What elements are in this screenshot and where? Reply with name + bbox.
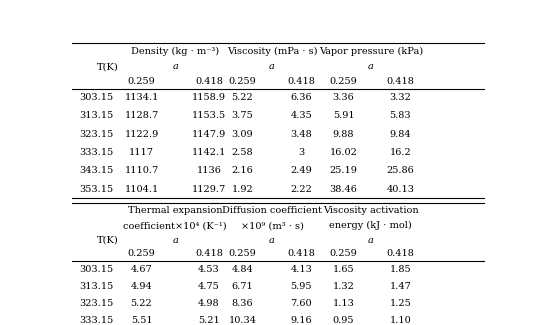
Text: Viscosity activation: Viscosity activation [323,206,419,215]
Text: 4.53: 4.53 [198,265,220,274]
Text: 1.92: 1.92 [232,185,254,193]
Text: 4.98: 4.98 [198,299,220,308]
Text: 4.84: 4.84 [232,265,254,274]
Text: 0.418: 0.418 [287,249,315,258]
Text: 2.49: 2.49 [291,166,312,175]
Text: 5.95: 5.95 [291,282,312,291]
Text: ×10⁹ (m³ · s): ×10⁹ (m³ · s) [241,221,304,230]
Text: 0.259: 0.259 [330,77,357,86]
Text: 6.71: 6.71 [232,282,254,291]
Text: 4.67: 4.67 [131,265,153,274]
Text: energy (kJ · mol): energy (kJ · mol) [330,221,412,230]
Text: 1.32: 1.32 [332,282,355,291]
Text: 5.91: 5.91 [333,111,355,121]
Text: 3.75: 3.75 [232,111,254,121]
Text: 8.36: 8.36 [232,299,254,308]
Text: a: a [368,236,374,245]
Text: 9.88: 9.88 [333,130,354,139]
Text: 5.21: 5.21 [198,316,220,325]
Text: 0.418: 0.418 [387,249,414,258]
Text: 0.259: 0.259 [330,249,357,258]
Text: 2.58: 2.58 [232,148,254,157]
Text: a: a [172,62,178,71]
Text: 6.36: 6.36 [291,93,312,102]
Text: a: a [269,236,275,245]
Text: 3: 3 [298,148,305,157]
Text: 25.86: 25.86 [387,166,414,175]
Text: Vapor pressure (kPa): Vapor pressure (kPa) [319,46,423,56]
Text: 1153.5: 1153.5 [192,111,226,121]
Text: 0.259: 0.259 [128,77,155,86]
Text: 0.259: 0.259 [229,249,256,258]
Text: 16.02: 16.02 [330,148,357,157]
Text: 7.60: 7.60 [291,299,312,308]
Text: 9.84: 9.84 [389,130,411,139]
Text: 3.36: 3.36 [333,93,355,102]
Text: 1158.9: 1158.9 [192,93,226,102]
Text: 313.15: 313.15 [79,111,113,121]
Text: Viscosity (mPa · s): Viscosity (mPa · s) [227,46,317,56]
Text: 3.48: 3.48 [291,130,312,139]
Text: 303.15: 303.15 [79,265,113,274]
Text: 25.19: 25.19 [330,166,357,175]
Text: 5.22: 5.22 [131,299,153,308]
Text: 1104.1: 1104.1 [124,185,159,193]
Text: 0.418: 0.418 [287,77,315,86]
Text: 1110.7: 1110.7 [124,166,159,175]
Text: 353.15: 353.15 [79,185,113,193]
Text: 40.13: 40.13 [386,185,414,193]
Text: 9.16: 9.16 [291,316,312,325]
Text: 333.15: 333.15 [79,148,113,157]
Text: T(K): T(K) [97,236,118,245]
Text: 1122.9: 1122.9 [124,130,159,139]
Text: 0.259: 0.259 [229,77,256,86]
Text: 1134.1: 1134.1 [124,93,159,102]
Text: 1.25: 1.25 [389,299,411,308]
Text: a: a [368,62,374,71]
Text: coefficient×10⁴ (K⁻¹): coefficient×10⁴ (K⁻¹) [123,221,227,230]
Text: a: a [172,236,178,245]
Text: 323.15: 323.15 [79,130,113,139]
Text: 1142.1: 1142.1 [192,148,226,157]
Text: a: a [269,62,275,71]
Text: 1147.9: 1147.9 [192,130,226,139]
Text: Thermal expansion: Thermal expansion [128,206,223,215]
Text: Density (kg · m⁻³): Density (kg · m⁻³) [131,46,219,56]
Text: 1.47: 1.47 [389,282,411,291]
Text: 1.65: 1.65 [333,265,355,274]
Text: 1136: 1136 [197,166,222,175]
Text: 0.418: 0.418 [195,77,223,86]
Text: 4.35: 4.35 [291,111,312,121]
Text: 303.15: 303.15 [79,93,113,102]
Text: 0.418: 0.418 [195,249,223,258]
Text: 313.15: 313.15 [79,282,113,291]
Text: 38.46: 38.46 [330,185,357,193]
Text: 323.15: 323.15 [79,299,113,308]
Text: 3.09: 3.09 [232,130,254,139]
Text: 0.259: 0.259 [128,249,155,258]
Text: 0.418: 0.418 [387,77,414,86]
Text: 2.16: 2.16 [232,166,254,175]
Text: 4.94: 4.94 [131,282,153,291]
Text: 16.2: 16.2 [389,148,411,157]
Text: 5.22: 5.22 [232,93,254,102]
Text: T(K): T(K) [97,62,118,71]
Text: 3.32: 3.32 [389,93,411,102]
Text: Diffusion coefficient: Diffusion coefficient [222,206,322,215]
Text: 0.95: 0.95 [333,316,354,325]
Text: 5.83: 5.83 [389,111,411,121]
Text: 1128.7: 1128.7 [124,111,159,121]
Text: 2.22: 2.22 [291,185,312,193]
Text: 10.34: 10.34 [229,316,256,325]
Text: 1.85: 1.85 [389,265,411,274]
Text: 333.15: 333.15 [79,316,113,325]
Text: 1117: 1117 [129,148,154,157]
Text: 343.15: 343.15 [79,166,113,175]
Text: 4.75: 4.75 [198,282,220,291]
Text: 5.51: 5.51 [131,316,153,325]
Text: 1.10: 1.10 [389,316,411,325]
Text: 1129.7: 1129.7 [192,185,226,193]
Text: 1.13: 1.13 [332,299,355,308]
Text: 4.13: 4.13 [291,265,312,274]
